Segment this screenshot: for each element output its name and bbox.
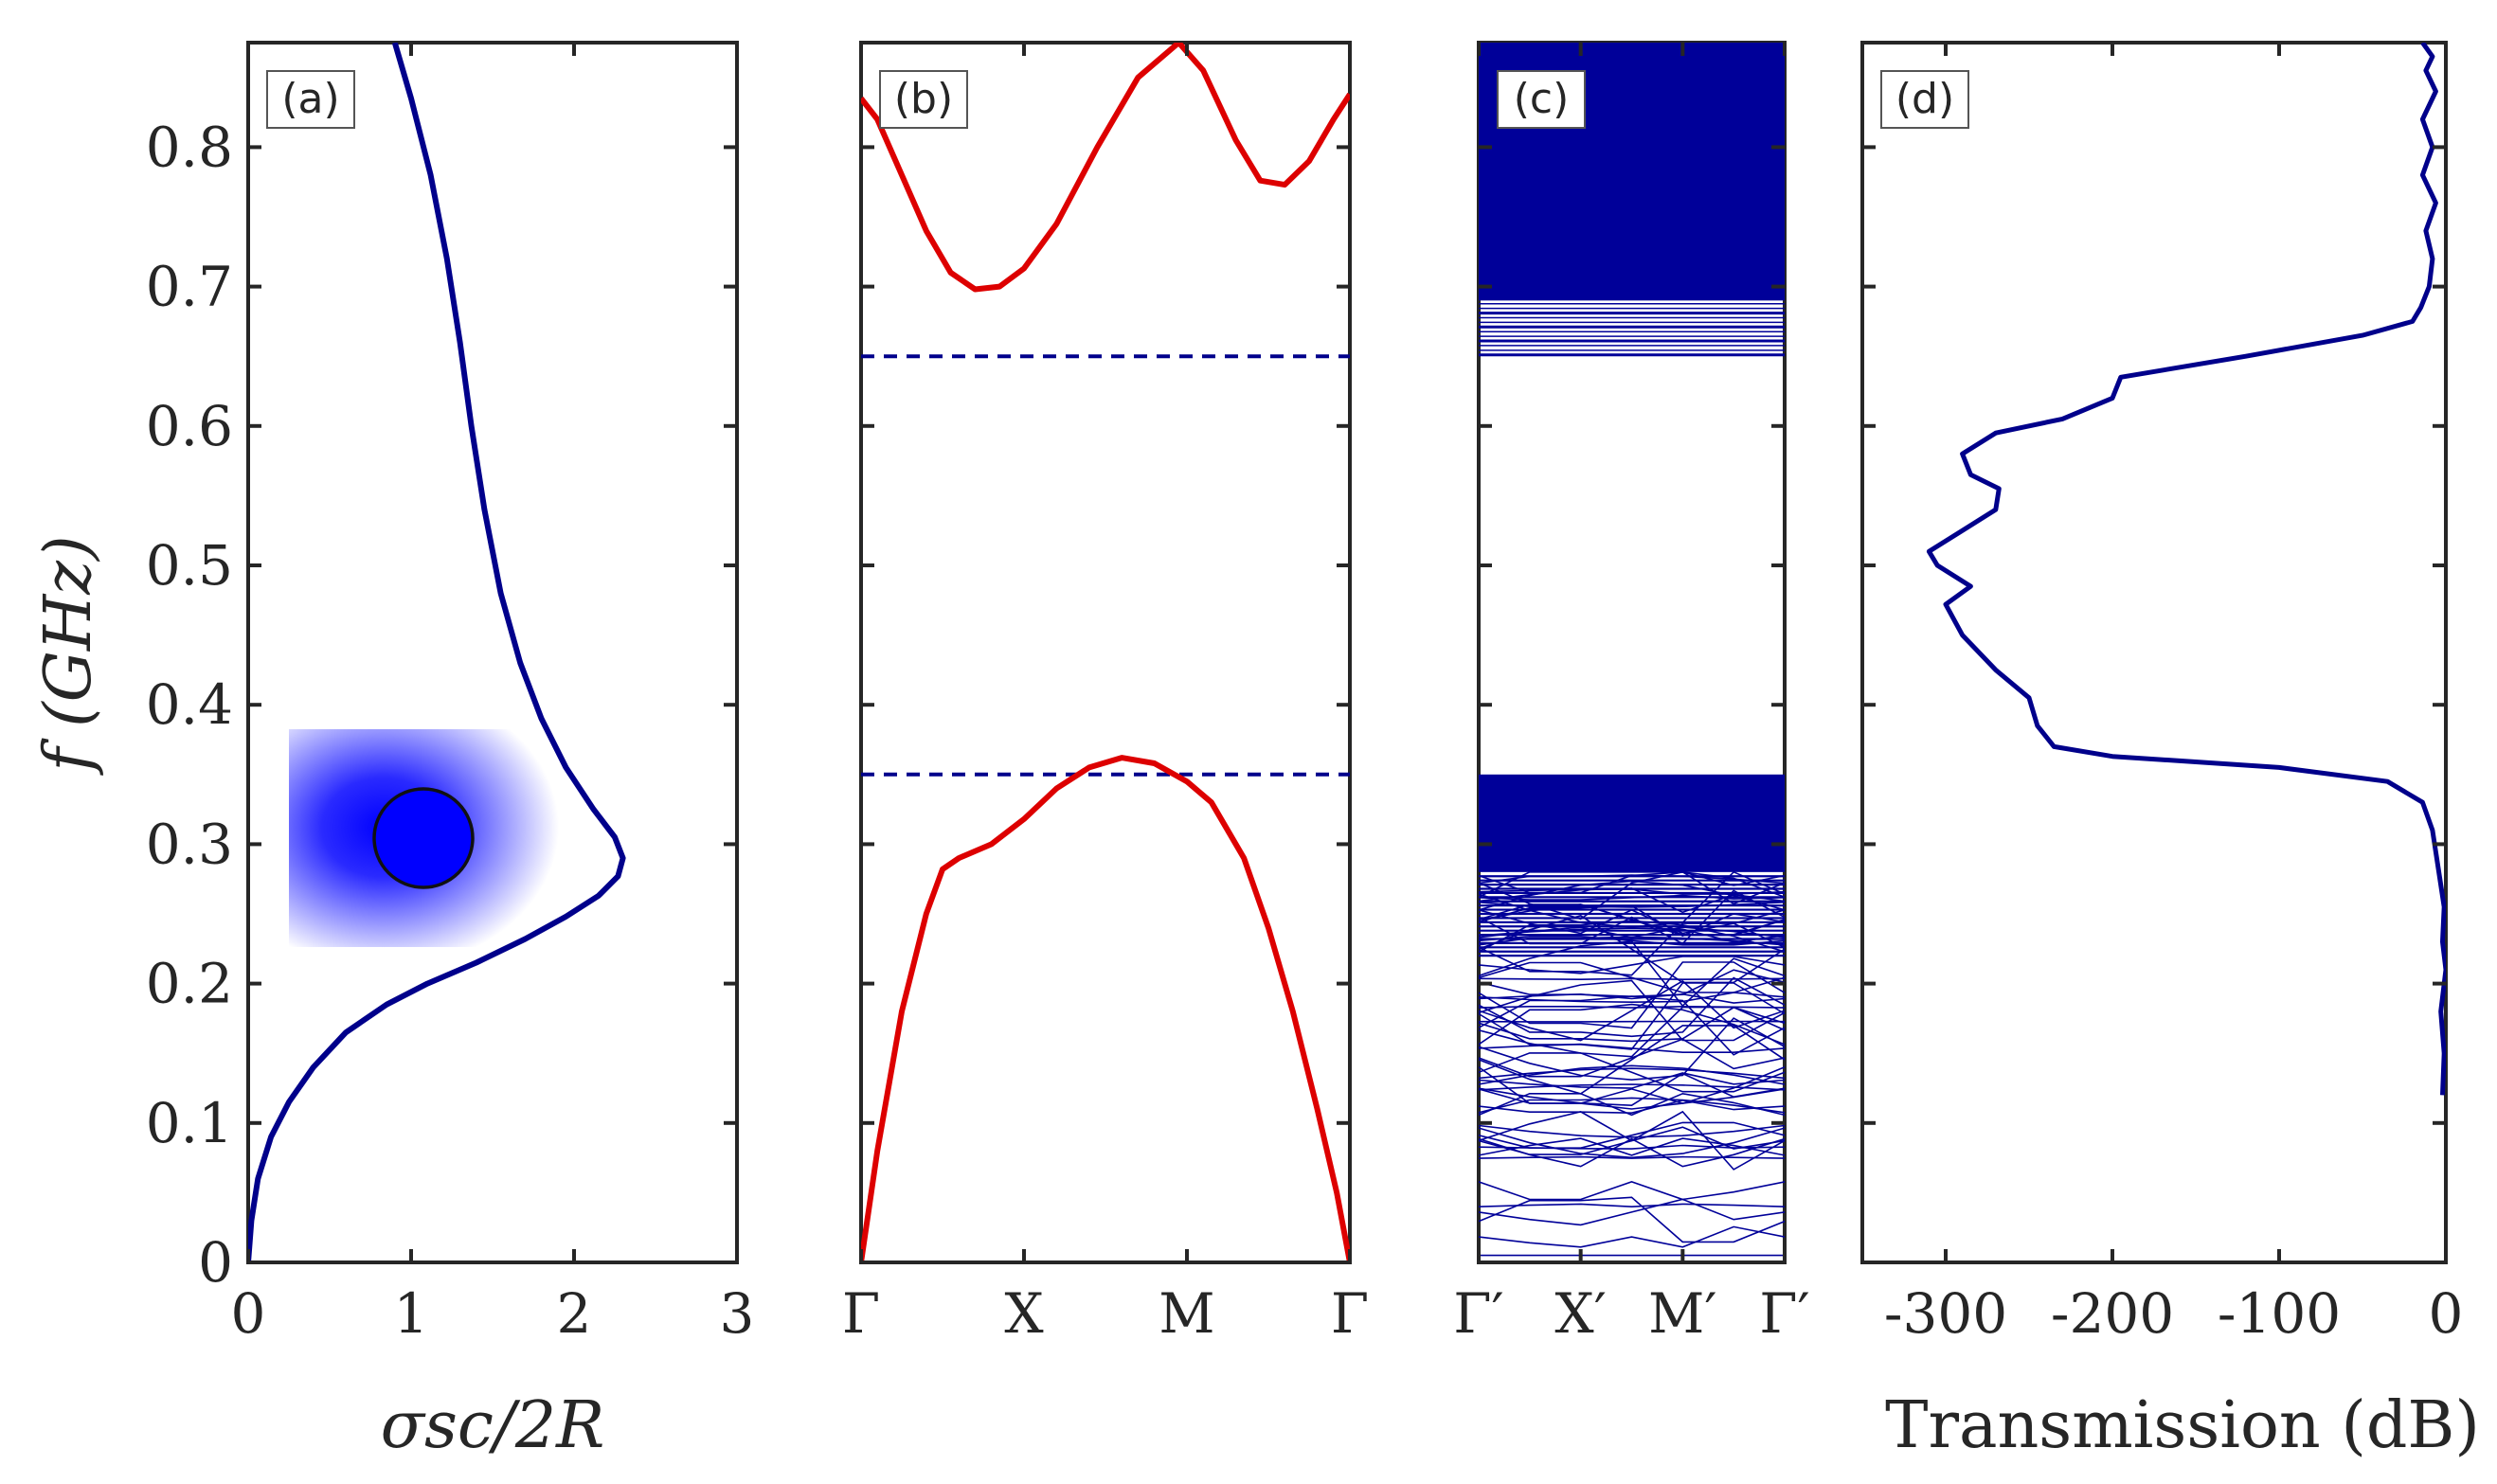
folded-band-line [1479,961,1785,993]
folded-band-line [1479,1155,1785,1159]
folded-band-line [1479,979,1785,1042]
folded-band-line [1479,1137,1785,1168]
x-tick-label: M′ [1648,1281,1717,1346]
folded-band-line [1479,1092,1785,1117]
dispersion-band-line [861,43,1350,293]
svg-text:(b): (b) [894,75,953,123]
folded-band-line [1479,1196,1785,1243]
folded-band-line [1479,1083,1785,1091]
inset-sphere-outline [372,787,475,889]
folded-band-line [1479,1124,1785,1138]
svg-text:(a): (a) [281,75,339,123]
dense-band-lower [1479,774,1785,872]
x-tick-label: X′ [1554,1281,1606,1346]
x-tick-label: 0 [231,1281,266,1346]
panel-frames [246,41,2448,1264]
y-tick-label: 0.7 [146,255,233,319]
y-tick-label: 0.8 [146,115,233,179]
panel-a-x-axis-label: σsc/2R [381,1388,605,1463]
panel-d [1926,43,2446,1096]
folded-band-line [1479,1198,1785,1226]
folded-band-line [1479,1043,1785,1053]
folded-band-line [1479,1017,1785,1082]
panel-d-label: (d) [1880,70,1969,129]
folded-band-line [1479,936,1785,946]
x-tick-label: 3 [720,1281,755,1346]
y-axis-label: f (GHz) [31,535,106,776]
folded-band-line [1479,1064,1785,1085]
x-tick-label: -100 [2218,1281,2341,1346]
folded-band-line [1479,977,1785,981]
y-tick-label: 0 [198,1230,233,1295]
panel-b-frame [859,41,1352,1264]
folded-band-line [1479,1025,1785,1095]
dispersion-band-line [861,755,1350,1262]
folded-band-line [1479,1067,1785,1080]
folded-band-line [1479,1203,1785,1208]
x-tick-label: 2 [557,1281,592,1346]
x-tick-label: -200 [2051,1281,2174,1346]
folded-band-line [1479,1100,1785,1115]
folded-band-line [1479,961,1785,1029]
x-tick-label: X [1004,1281,1044,1346]
folded-band-line [1479,976,1785,1038]
x-tick-label: Γ [1331,1281,1369,1346]
x-tick-label: M [1159,1281,1214,1346]
folded-band-line [1479,920,1785,953]
folded-band-line [1479,1003,1785,1046]
panel-b-label: (b) [879,70,968,129]
folded-band-line [1479,1005,1785,1009]
y-tick-label: 0.1 [146,1091,233,1155]
folded-band-line [1479,1038,1785,1078]
y-tick-label: 0.6 [146,394,233,458]
y-tick-label: 0.4 [146,672,233,737]
panel-c-label: (c) [1497,70,1586,129]
folded-band-line [1479,1225,1785,1248]
folded-band-line [1479,927,1785,943]
x-tick-label: 1 [394,1281,429,1346]
axes: 0 0.1 0.2 0.3 0.4 0.5 0.6 0.7 0.8 0 1 2 3 σsc/2R (a) Γ X… [146,43,2480,1463]
folded-band-line [1479,1137,1785,1156]
folded-band-line [1479,1121,1785,1149]
inset-field-distribution [289,729,559,947]
folded-band-line [1479,979,1785,1042]
folded-band-line [1479,871,1785,898]
x-tick-label: -300 [1884,1281,2007,1346]
svg-text:(d): (d) [1895,75,1954,123]
panel-a [248,43,626,1262]
folded-band-line [1479,1088,1785,1104]
scattering-cross-section-line [248,43,626,1262]
y-tick-label: 0.3 [146,812,233,876]
transmission-line [1926,43,2446,1096]
folded-band-line [1479,1097,1785,1114]
panel-a-frame [246,41,739,1264]
x-tick-label: Γ [842,1281,880,1346]
x-tick-label: 0 [2429,1281,2464,1346]
folded-band-line [1479,870,1785,921]
panel-a-label: (a) [266,70,355,129]
x-tick-label: Γ′ [1759,1281,1809,1346]
folded-band-line [1479,1181,1785,1201]
y-tick-label: 0.5 [146,533,233,598]
x-tick-label: Γ′ [1453,1281,1503,1346]
panel-d-frame [1860,41,2448,1264]
svg-text:(c): (c) [1514,75,1570,123]
panel-d-x-axis-label: Transmission (dB) [1885,1388,2480,1463]
panel-c [1479,43,1785,1257]
panel-b [861,43,1350,1262]
y-tick-label: 0.2 [146,952,233,1016]
folded-band-line [1479,995,1785,1056]
folded-band-line [1479,1052,1785,1093]
